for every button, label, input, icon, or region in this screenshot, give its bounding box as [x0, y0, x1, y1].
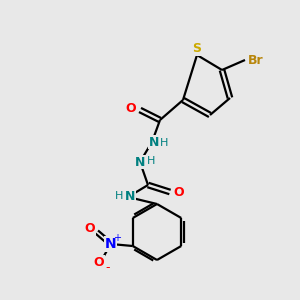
Text: O: O	[84, 223, 95, 236]
Text: N: N	[149, 136, 159, 148]
Text: H: H	[160, 138, 168, 148]
Text: +: +	[113, 233, 121, 243]
Text: O: O	[126, 103, 136, 116]
Text: H: H	[147, 156, 155, 166]
Text: N: N	[125, 190, 135, 203]
Text: O: O	[93, 256, 104, 268]
Text: N: N	[105, 237, 117, 251]
Text: S: S	[193, 43, 202, 56]
Text: O: O	[174, 185, 184, 199]
Text: -: -	[106, 262, 110, 275]
Text: H: H	[115, 191, 123, 201]
Text: N: N	[135, 155, 145, 169]
Text: Br: Br	[248, 53, 264, 67]
